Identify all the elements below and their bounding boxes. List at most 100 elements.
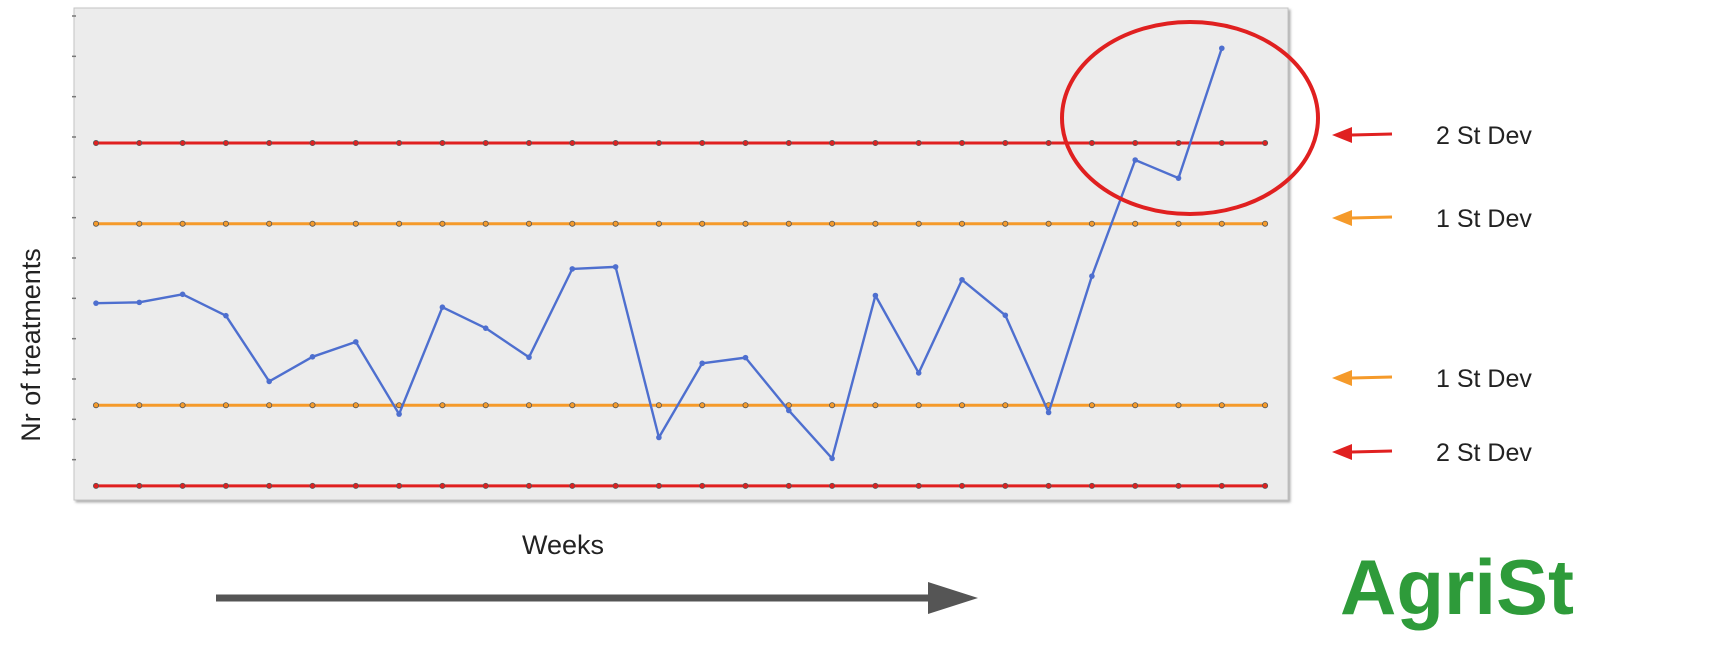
data-point bbox=[1132, 157, 1138, 163]
data-point bbox=[526, 354, 532, 361]
limit-marker bbox=[439, 140, 446, 147]
limit-marker bbox=[179, 140, 186, 147]
annotation-arrow-head bbox=[1332, 210, 1352, 226]
data-point bbox=[266, 378, 273, 385]
limit-marker bbox=[612, 402, 619, 409]
data-point bbox=[829, 455, 835, 462]
limit-marker bbox=[1045, 140, 1052, 147]
limit-marker bbox=[136, 402, 143, 409]
y-axis-ticks bbox=[72, 15, 76, 461]
limit-marker bbox=[612, 220, 619, 227]
data-point bbox=[482, 325, 489, 331]
limit-marker bbox=[872, 482, 879, 489]
limit-marker bbox=[439, 402, 446, 409]
limit-marker bbox=[612, 482, 619, 489]
limit-marker bbox=[1088, 482, 1095, 489]
annotation-arrow-shaft bbox=[1351, 215, 1393, 220]
limit-marker bbox=[655, 140, 662, 147]
limit-marker bbox=[439, 220, 446, 227]
annotation-arrow-head bbox=[1332, 444, 1352, 460]
limit-marker bbox=[872, 220, 879, 227]
limit-marker bbox=[1132, 482, 1139, 489]
data-point bbox=[1045, 409, 1052, 416]
limit-marker bbox=[1218, 482, 1225, 489]
limit-marker bbox=[222, 220, 229, 227]
limit-marker bbox=[1175, 482, 1182, 489]
limit-marker bbox=[352, 402, 359, 409]
annotation-arrow-head bbox=[1332, 370, 1352, 386]
limit-marker bbox=[959, 402, 966, 409]
limit-marker bbox=[785, 140, 792, 147]
limit-marker bbox=[222, 140, 229, 147]
limit-marker bbox=[482, 140, 489, 147]
data-point bbox=[569, 266, 576, 272]
limit-marker bbox=[482, 220, 489, 227]
limit-marker bbox=[742, 220, 749, 227]
limit-marker bbox=[655, 220, 662, 227]
limit-marker bbox=[569, 220, 576, 227]
limit-marker bbox=[829, 482, 836, 489]
limit-marker bbox=[829, 140, 836, 147]
data-point bbox=[915, 370, 922, 376]
limit-marker bbox=[396, 220, 403, 227]
limit-marker bbox=[1088, 220, 1095, 227]
sd-annotations: 2 St Dev 1 St Dev 1 St Dev 2 St Dev bbox=[1332, 122, 1532, 467]
data-point bbox=[93, 300, 99, 306]
limit-marker bbox=[915, 482, 922, 489]
limit-marker bbox=[569, 140, 576, 147]
highlight-circle bbox=[1060, 20, 1320, 216]
limit-marker bbox=[829, 402, 836, 409]
limit-marker bbox=[482, 402, 489, 409]
limit-marker bbox=[915, 220, 922, 227]
limit-marker bbox=[959, 220, 966, 227]
data-point bbox=[1175, 175, 1182, 181]
data-point bbox=[309, 354, 316, 360]
annotation-arrow-head bbox=[1332, 127, 1352, 143]
limit-marker bbox=[309, 140, 316, 147]
limit-marker bbox=[1132, 220, 1139, 227]
data-point bbox=[1219, 45, 1225, 52]
limit-marker bbox=[1218, 220, 1225, 227]
data-point bbox=[136, 299, 143, 306]
annotation-label: 1 St Dev bbox=[1436, 365, 1532, 393]
annotation-label: 1 St Dev bbox=[1436, 205, 1532, 233]
limit-marker bbox=[569, 482, 576, 489]
limit-marker bbox=[1002, 402, 1009, 409]
limit-marker bbox=[526, 402, 533, 409]
limit-lines bbox=[93, 140, 1269, 489]
limit-marker bbox=[612, 140, 619, 147]
limit-marker bbox=[915, 140, 922, 147]
limit-marker bbox=[785, 482, 792, 489]
limit-marker bbox=[439, 482, 446, 489]
y-axis-label: Nr of treatments bbox=[16, 248, 46, 442]
limit-marker bbox=[396, 482, 403, 489]
limit-marker bbox=[1262, 402, 1269, 409]
limit-marker bbox=[829, 220, 836, 227]
limit-marker bbox=[179, 482, 186, 489]
data-point bbox=[786, 407, 792, 414]
limit-marker bbox=[1175, 140, 1182, 147]
limit-marker bbox=[179, 220, 186, 227]
limit-marker bbox=[959, 140, 966, 147]
limit-marker bbox=[872, 402, 879, 409]
limit-marker bbox=[1218, 140, 1225, 147]
limit-marker bbox=[959, 482, 966, 489]
limit-marker bbox=[742, 140, 749, 147]
limit-marker bbox=[93, 140, 100, 147]
data-point bbox=[179, 291, 186, 298]
data-point bbox=[223, 312, 229, 319]
limit-marker bbox=[1175, 220, 1182, 227]
limit-marker bbox=[526, 482, 533, 489]
annotation-arrow-shaft bbox=[1351, 375, 1393, 380]
limit-marker bbox=[352, 140, 359, 147]
data-point bbox=[1089, 273, 1095, 279]
limit-marker bbox=[222, 482, 229, 489]
plot-area bbox=[73, 7, 1289, 501]
data-point bbox=[439, 304, 446, 311]
data-point bbox=[396, 411, 402, 417]
data-point bbox=[742, 354, 749, 361]
limit-marker bbox=[1002, 220, 1009, 227]
limit-marker bbox=[1088, 140, 1095, 147]
limit-marker bbox=[872, 140, 879, 147]
limit-marker bbox=[742, 482, 749, 489]
